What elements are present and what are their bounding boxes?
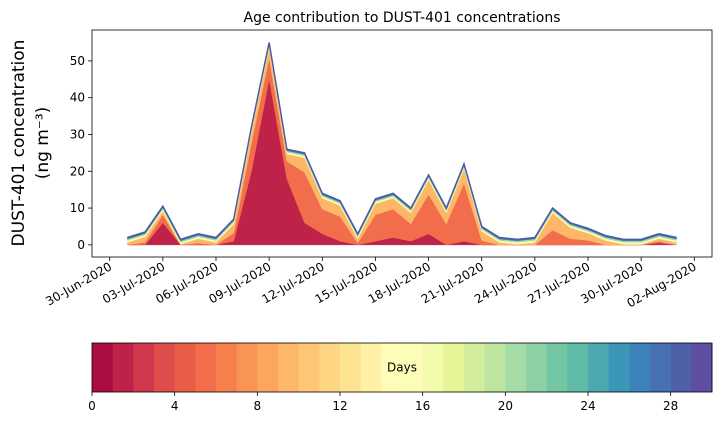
colorbar-cell <box>278 343 300 392</box>
y-tick-label: 10 <box>70 201 85 215</box>
colorbar-tick-label: 24 <box>580 399 595 413</box>
y-tick-label: 50 <box>70 54 85 68</box>
colorbar-label: Days <box>387 361 417 375</box>
colorbar-cell <box>691 343 713 392</box>
area-layer <box>127 47 677 246</box>
colorbar-cell <box>629 343 651 392</box>
y-tick-label: 40 <box>70 91 85 105</box>
colorbar-cell <box>650 343 672 392</box>
colorbar-cell <box>505 343 527 392</box>
colorbar-cell <box>464 343 486 392</box>
chart-title: Age contribution to DUST-401 concentrati… <box>244 10 561 26</box>
plot-frame <box>91 29 713 258</box>
y-tick-label: 30 <box>70 127 85 141</box>
colorbar-tick-label: 12 <box>332 399 347 413</box>
colorbar-tick-label: 8 <box>254 399 262 413</box>
colorbar-cell <box>216 343 238 392</box>
y-axis-label: (ng m⁻³) <box>33 107 53 180</box>
colorbar-cell <box>443 343 465 392</box>
colorbar-cell <box>236 343 258 392</box>
colorbar-frame <box>91 342 713 393</box>
colorbar-cell <box>257 343 279 392</box>
colorbar-cell <box>608 343 630 392</box>
colorbar-cell <box>360 343 382 392</box>
colorbar-cell <box>112 343 134 392</box>
colorbar-cell <box>298 343 320 392</box>
colorbar-tick-label: 4 <box>171 399 179 413</box>
y-axis-label: DUST-401 concentration <box>9 40 29 247</box>
colorbar-tick-label: 20 <box>498 399 513 413</box>
colorbar-cell <box>154 343 176 392</box>
colorbar-cell <box>588 343 610 392</box>
colorbar-tick-label: 28 <box>663 399 678 413</box>
area-layer <box>127 58 677 246</box>
colorbar-cell <box>484 343 506 392</box>
colorbar-tick-label: 16 <box>415 399 430 413</box>
y-tick-label: 20 <box>70 164 85 178</box>
colorbar-cell <box>567 343 589 392</box>
colorbar-cell <box>526 343 548 392</box>
colorbar-cell <box>381 343 403 392</box>
total-line <box>127 42 677 241</box>
colorbar-cell <box>319 343 341 392</box>
colorbar-cell <box>402 343 424 392</box>
colorbar-tick-label: 0 <box>88 399 96 413</box>
colorbar-cell <box>670 343 692 392</box>
colorbar-cell <box>340 343 362 392</box>
colorbar-cell <box>133 343 155 392</box>
colorbar-cell <box>92 343 114 392</box>
y-tick-label: 0 <box>77 238 85 252</box>
colorbar-cell <box>174 343 196 392</box>
colorbar-cell <box>546 343 568 392</box>
colorbar-cell <box>422 343 444 392</box>
colorbar-cell <box>195 343 217 392</box>
